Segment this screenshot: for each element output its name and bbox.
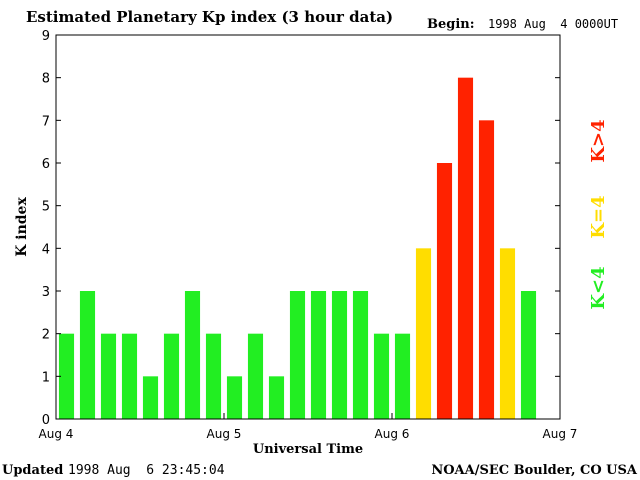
- bar-5: [163, 333, 180, 419]
- bar-6: [184, 291, 201, 419]
- legend-item-1: K=4: [588, 195, 609, 238]
- bar-0: [58, 333, 75, 419]
- bar-16: [394, 333, 411, 419]
- x-tick-label-0: Aug 4: [39, 427, 74, 441]
- legend: K<4 K=4 K>4: [588, 119, 609, 309]
- updated-value: 1998 Aug 6 23:45:04: [68, 463, 225, 478]
- y-tick-label-8: 8: [42, 72, 50, 87]
- bar-22: [520, 291, 537, 419]
- begin-value: 1998 Aug 4 0000UT: [488, 17, 618, 31]
- bars-group: [58, 77, 537, 420]
- y-tick-label-0: 0: [42, 413, 50, 428]
- x-tick-label-1: Aug 5: [207, 427, 242, 441]
- bar-2: [100, 333, 117, 419]
- x-tick-label-3: Aug 7: [543, 427, 578, 441]
- y-tick-label-5: 5: [42, 200, 50, 215]
- credit-text: NOAA/SEC Boulder, CO USA: [431, 463, 638, 478]
- x-axis: Aug 4 Aug 5 Aug 6 Aug 7: [39, 413, 578, 441]
- y-tick-label-3: 3: [42, 285, 50, 300]
- legend-item-2: K>4: [588, 119, 609, 162]
- y-tick-label-6: 6: [42, 157, 50, 172]
- legend-item-0: K<4: [588, 266, 609, 309]
- bar-15: [373, 333, 390, 419]
- x-tick-label-2: Aug 6: [375, 427, 410, 441]
- bar-10: [268, 376, 285, 419]
- bar-14: [352, 291, 369, 419]
- y-tick-label-9: 9: [42, 29, 50, 44]
- bar-3: [121, 333, 138, 419]
- begin-label: Begin:: [427, 17, 475, 32]
- y-tick-label-2: 2: [42, 328, 50, 343]
- bar-1: [79, 291, 96, 419]
- x-axis-label: Universal Time: [253, 442, 363, 457]
- bar-9: [247, 333, 264, 419]
- bar-19: [457, 77, 474, 420]
- bar-12: [310, 291, 327, 419]
- updated-label: Updated: [2, 463, 63, 478]
- y-axis-label: K index: [14, 197, 30, 257]
- bar-11: [289, 291, 306, 419]
- bar-17: [415, 248, 432, 419]
- y-tick-label-1: 1: [42, 370, 50, 385]
- bar-18: [436, 163, 453, 419]
- bar-4: [142, 376, 159, 419]
- bar-7: [205, 333, 222, 419]
- chart-title: Estimated Planetary Kp index (3 hour dat…: [26, 8, 393, 26]
- y-tick-label-4: 4: [42, 242, 50, 257]
- plot-frame: [55, 34, 561, 420]
- bar-8: [226, 376, 243, 419]
- y-tick-label-7: 7: [42, 114, 50, 129]
- bar-21: [499, 248, 516, 419]
- bar-13: [331, 291, 348, 419]
- bar-20: [478, 120, 495, 419]
- y-axis: 0 1 2 3 4 5 6 7 8 9: [42, 29, 560, 428]
